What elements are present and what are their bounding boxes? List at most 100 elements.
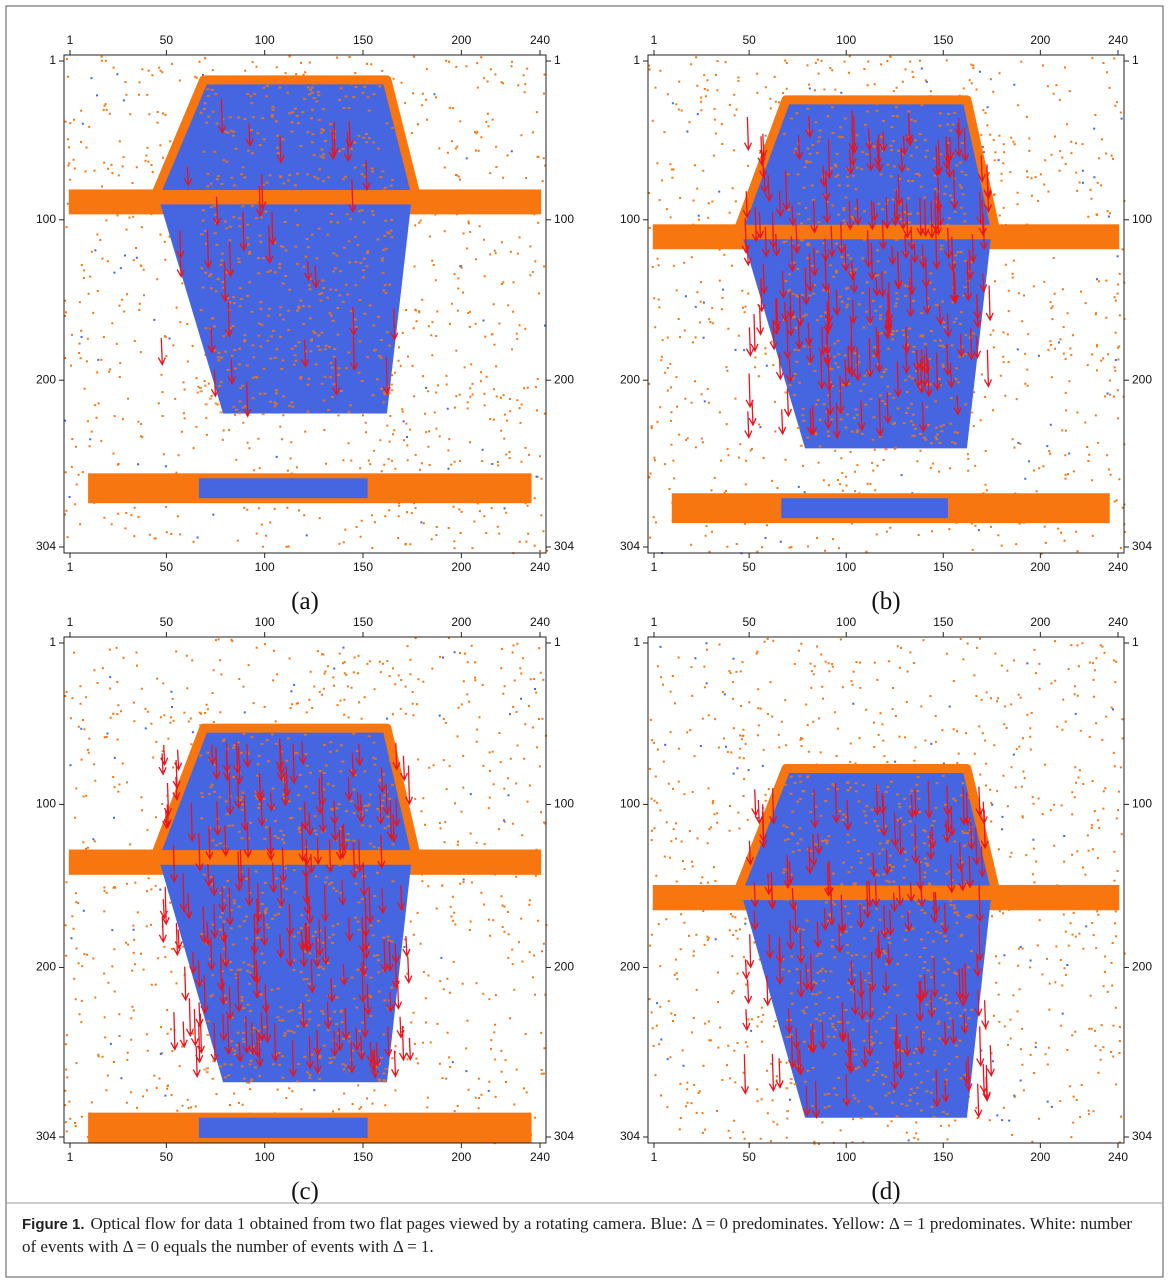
bottom-strip-blue bbox=[199, 478, 368, 498]
panel-label: (a) bbox=[291, 588, 319, 615]
y-tick-label: 100 bbox=[554, 797, 574, 811]
x-tick-label: 1 bbox=[67, 33, 74, 47]
x-tick-label: 150 bbox=[353, 1150, 373, 1164]
y-tick-label: 304 bbox=[554, 1129, 574, 1143]
x-tick-label: 240 bbox=[1108, 615, 1128, 629]
x-tick-label: 100 bbox=[255, 1150, 275, 1164]
x-tick-label: 1 bbox=[67, 560, 74, 574]
panel: 1150501001001501502002002402401110010020… bbox=[36, 615, 574, 1205]
y-tick-label: 304 bbox=[36, 539, 56, 553]
x-tick-label: 150 bbox=[353, 615, 373, 629]
x-tick-label: 200 bbox=[1030, 560, 1050, 574]
y-tick-label: 100 bbox=[1132, 212, 1152, 226]
x-tick-label: 50 bbox=[742, 1150, 756, 1164]
y-tick-label: 1 bbox=[49, 635, 56, 649]
x-tick-label: 200 bbox=[451, 560, 471, 574]
x-tick-label: 100 bbox=[255, 33, 275, 47]
y-tick-label: 1 bbox=[1132, 635, 1139, 649]
x-tick-label: 240 bbox=[530, 560, 550, 574]
x-tick-label: 1 bbox=[651, 615, 658, 629]
x-tick-label: 100 bbox=[255, 560, 275, 574]
x-tick-label: 100 bbox=[255, 615, 275, 629]
x-tick-label: 200 bbox=[1030, 615, 1050, 629]
y-tick-label: 1 bbox=[49, 53, 56, 67]
y-tick-label: 304 bbox=[36, 1129, 56, 1143]
y-tick-label: 200 bbox=[620, 372, 640, 386]
caption: Figure 1.Optical flow for data 1 obtaine… bbox=[22, 1213, 1142, 1258]
y-tick-label: 304 bbox=[554, 539, 574, 553]
x-tick-label: 100 bbox=[836, 33, 856, 47]
x-tick-label: 150 bbox=[353, 560, 373, 574]
y-tick-label: 200 bbox=[1132, 372, 1152, 386]
y-tick-label: 1 bbox=[633, 53, 640, 67]
x-tick-label: 150 bbox=[933, 1150, 953, 1164]
y-tick-label: 100 bbox=[1132, 797, 1152, 811]
x-tick-label: 50 bbox=[742, 560, 756, 574]
y-tick-label: 1 bbox=[633, 635, 640, 649]
x-tick-label: 1 bbox=[651, 560, 658, 574]
x-tick-label: 50 bbox=[742, 33, 756, 47]
x-tick-label: 1 bbox=[67, 615, 74, 629]
caption-label: Figure 1. bbox=[22, 1216, 85, 1233]
upper-page bbox=[156, 80, 416, 195]
x-tick-label: 200 bbox=[1030, 1150, 1050, 1164]
x-tick-label: 240 bbox=[1108, 560, 1128, 574]
x-tick-label: 50 bbox=[742, 615, 756, 629]
x-tick-label: 200 bbox=[451, 1150, 471, 1164]
x-tick-label: 240 bbox=[1108, 33, 1128, 47]
x-tick-label: 100 bbox=[836, 1150, 856, 1164]
panel-label: (d) bbox=[871, 1178, 900, 1205]
y-tick-label: 200 bbox=[36, 372, 56, 386]
x-tick-label: 50 bbox=[160, 615, 174, 629]
lower-page bbox=[160, 865, 411, 1083]
upper-page bbox=[738, 769, 995, 890]
y-tick-label: 100 bbox=[620, 797, 640, 811]
x-tick-label: 200 bbox=[451, 615, 471, 629]
panel-label: (b) bbox=[871, 588, 900, 615]
x-tick-label: 150 bbox=[933, 33, 953, 47]
x-tick-label: 50 bbox=[160, 33, 174, 47]
bottom-strip-blue bbox=[199, 1118, 368, 1138]
x-tick-label: 1 bbox=[651, 33, 658, 47]
y-tick-label: 304 bbox=[1132, 1129, 1152, 1143]
x-tick-label: 150 bbox=[933, 560, 953, 574]
y-tick-label: 200 bbox=[36, 960, 56, 974]
x-tick-label: 100 bbox=[836, 560, 856, 574]
bottom-strip-blue bbox=[781, 498, 948, 518]
figure: 1150501001001501502002002402401110010020… bbox=[0, 0, 1170, 1283]
x-tick-label: 1 bbox=[651, 1150, 658, 1164]
x-tick-label: 150 bbox=[933, 615, 953, 629]
lower-page bbox=[160, 204, 411, 413]
y-tick-label: 200 bbox=[1132, 960, 1152, 974]
x-tick-label: 240 bbox=[530, 33, 550, 47]
y-tick-label: 1 bbox=[554, 53, 561, 67]
x-tick-label: 100 bbox=[836, 615, 856, 629]
x-tick-label: 240 bbox=[530, 615, 550, 629]
y-tick-label: 1 bbox=[554, 635, 561, 649]
x-tick-label: 240 bbox=[530, 1150, 550, 1164]
x-tick-label: 50 bbox=[160, 1150, 174, 1164]
y-tick-label: 304 bbox=[1132, 539, 1152, 553]
x-tick-label: 240 bbox=[1108, 1150, 1128, 1164]
y-tick-label: 200 bbox=[620, 960, 640, 974]
x-tick-label: 200 bbox=[1030, 33, 1050, 47]
caption-text: Optical flow for data 1 obtained from tw… bbox=[22, 1214, 1132, 1256]
y-tick-label: 1 bbox=[1132, 53, 1139, 67]
y-tick-label: 200 bbox=[554, 372, 574, 386]
y-tick-label: 100 bbox=[36, 797, 56, 811]
y-tick-label: 100 bbox=[554, 212, 574, 226]
x-tick-label: 50 bbox=[160, 560, 174, 574]
y-tick-label: 100 bbox=[36, 212, 56, 226]
y-tick-label: 200 bbox=[554, 960, 574, 974]
panel-label: (c) bbox=[291, 1178, 319, 1205]
y-tick-label: 304 bbox=[620, 1129, 640, 1143]
x-tick-label: 1 bbox=[67, 1150, 74, 1164]
x-tick-label: 200 bbox=[451, 33, 471, 47]
y-tick-label: 100 bbox=[620, 212, 640, 226]
y-tick-label: 304 bbox=[620, 539, 640, 553]
x-tick-label: 150 bbox=[353, 33, 373, 47]
page: 1150501001001501502002002402401110010020… bbox=[0, 0, 1170, 1283]
